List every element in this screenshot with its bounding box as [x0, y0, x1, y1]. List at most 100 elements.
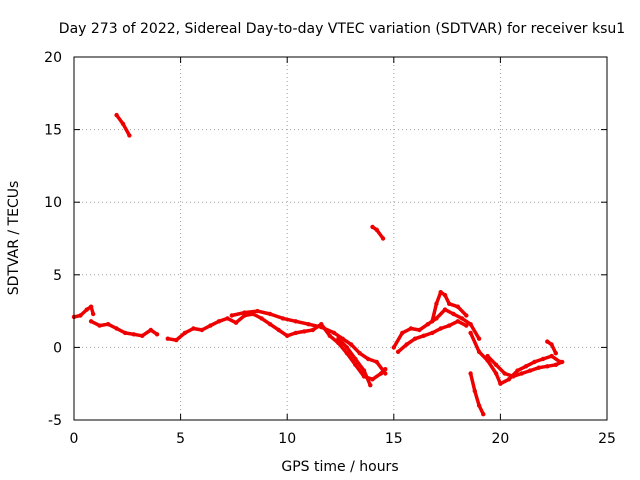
data-point: [425, 322, 431, 327]
y-tick-label: 0: [53, 340, 62, 356]
data-point: [242, 310, 247, 315]
data-point: [353, 362, 358, 367]
data-point: [361, 368, 367, 373]
data-point: [549, 353, 554, 359]
data-point: [114, 326, 119, 331]
y-tick-label: 10: [44, 195, 62, 211]
data-point: [374, 227, 379, 232]
data-point: [140, 333, 145, 338]
data-point: [336, 336, 341, 341]
data-point: [536, 365, 541, 370]
data-point: [540, 356, 546, 362]
y-tick-label: 15: [44, 123, 62, 139]
x-tick-label: 10: [278, 431, 296, 447]
data-point: [259, 316, 264, 321]
data-point: [434, 316, 439, 321]
data-point: [88, 304, 94, 309]
data-point: [182, 330, 188, 336]
data-point: [447, 301, 452, 306]
data-point: [216, 319, 222, 324]
data-point: [408, 326, 414, 331]
data-point: [91, 311, 96, 317]
plot-frame: [73, 56, 608, 421]
data-point: [545, 339, 550, 344]
data-point: [78, 313, 83, 318]
data-point: [493, 362, 499, 367]
data-point: [421, 333, 426, 338]
data-point: [553, 351, 558, 356]
data-point: [493, 371, 499, 376]
data-point: [229, 313, 234, 318]
data-point: [485, 353, 490, 359]
data-point: [417, 327, 422, 333]
data-point: [438, 326, 443, 331]
data-point: [434, 301, 439, 306]
series-track-14: [468, 371, 486, 416]
data-point: [302, 329, 307, 334]
data-point: [319, 324, 324, 330]
data-point: [400, 330, 405, 336]
data-point: [267, 311, 273, 317]
data-point: [451, 311, 456, 317]
x-axis-label: GPS time / hours: [281, 459, 398, 475]
data-point: [366, 356, 371, 362]
data-point: [476, 349, 482, 354]
data-point: [442, 292, 448, 298]
data-point: [476, 336, 482, 341]
data-point: [468, 322, 473, 327]
chart-title: Day 273 of 2022, Sidereal Day-to-day VTE…: [59, 21, 625, 37]
data-point: [506, 377, 512, 382]
data-point: [378, 371, 384, 376]
data-point: [114, 112, 119, 118]
y-tick-label: 5: [53, 268, 62, 284]
data-point: [120, 121, 126, 127]
data-point: [154, 332, 160, 337]
data-point: [310, 327, 315, 333]
data-point: [131, 332, 136, 337]
data-point: [331, 330, 337, 336]
data-point: [327, 333, 332, 338]
y-tick-label: 20: [44, 50, 62, 66]
data-point: [84, 307, 90, 312]
data-point: [447, 323, 452, 328]
data-point: [545, 364, 550, 369]
data-point: [391, 345, 396, 350]
data-point: [370, 377, 375, 382]
data-point: [280, 316, 286, 321]
data-point: [174, 337, 179, 343]
data-point: [349, 342, 354, 347]
data-point: [395, 349, 401, 354]
data-point: [430, 330, 435, 336]
data-point: [442, 307, 448, 312]
data-point: [357, 351, 362, 356]
data-point: [293, 319, 298, 324]
x-tick-label: 15: [385, 431, 403, 447]
data-point: [523, 364, 529, 369]
data-point: [472, 388, 477, 394]
x-tick-label: 5: [176, 431, 185, 447]
data-point: [165, 336, 170, 341]
data-point: [464, 313, 469, 318]
data-point: [199, 327, 205, 333]
data-point: [511, 374, 516, 379]
data-point: [455, 304, 460, 309]
data-point: [105, 322, 111, 327]
grid: [74, 57, 607, 420]
series-track-9: [396, 319, 469, 354]
x-tick-label: 20: [491, 431, 509, 447]
data-point: [255, 308, 260, 314]
x-tick-label: 25: [598, 431, 616, 447]
data-point: [344, 351, 350, 356]
data-point: [459, 316, 465, 321]
data-point: [476, 403, 482, 408]
y-tick-label: -5: [48, 413, 62, 429]
data-point: [191, 326, 196, 331]
data-point: [519, 371, 524, 376]
y-tick-labels: -5 0 5 10 15 20: [44, 50, 62, 429]
data-point: [374, 359, 379, 365]
data-point: [276, 327, 281, 333]
data-point: [208, 323, 213, 328]
data-point: [344, 345, 350, 350]
data-point: [306, 322, 311, 327]
